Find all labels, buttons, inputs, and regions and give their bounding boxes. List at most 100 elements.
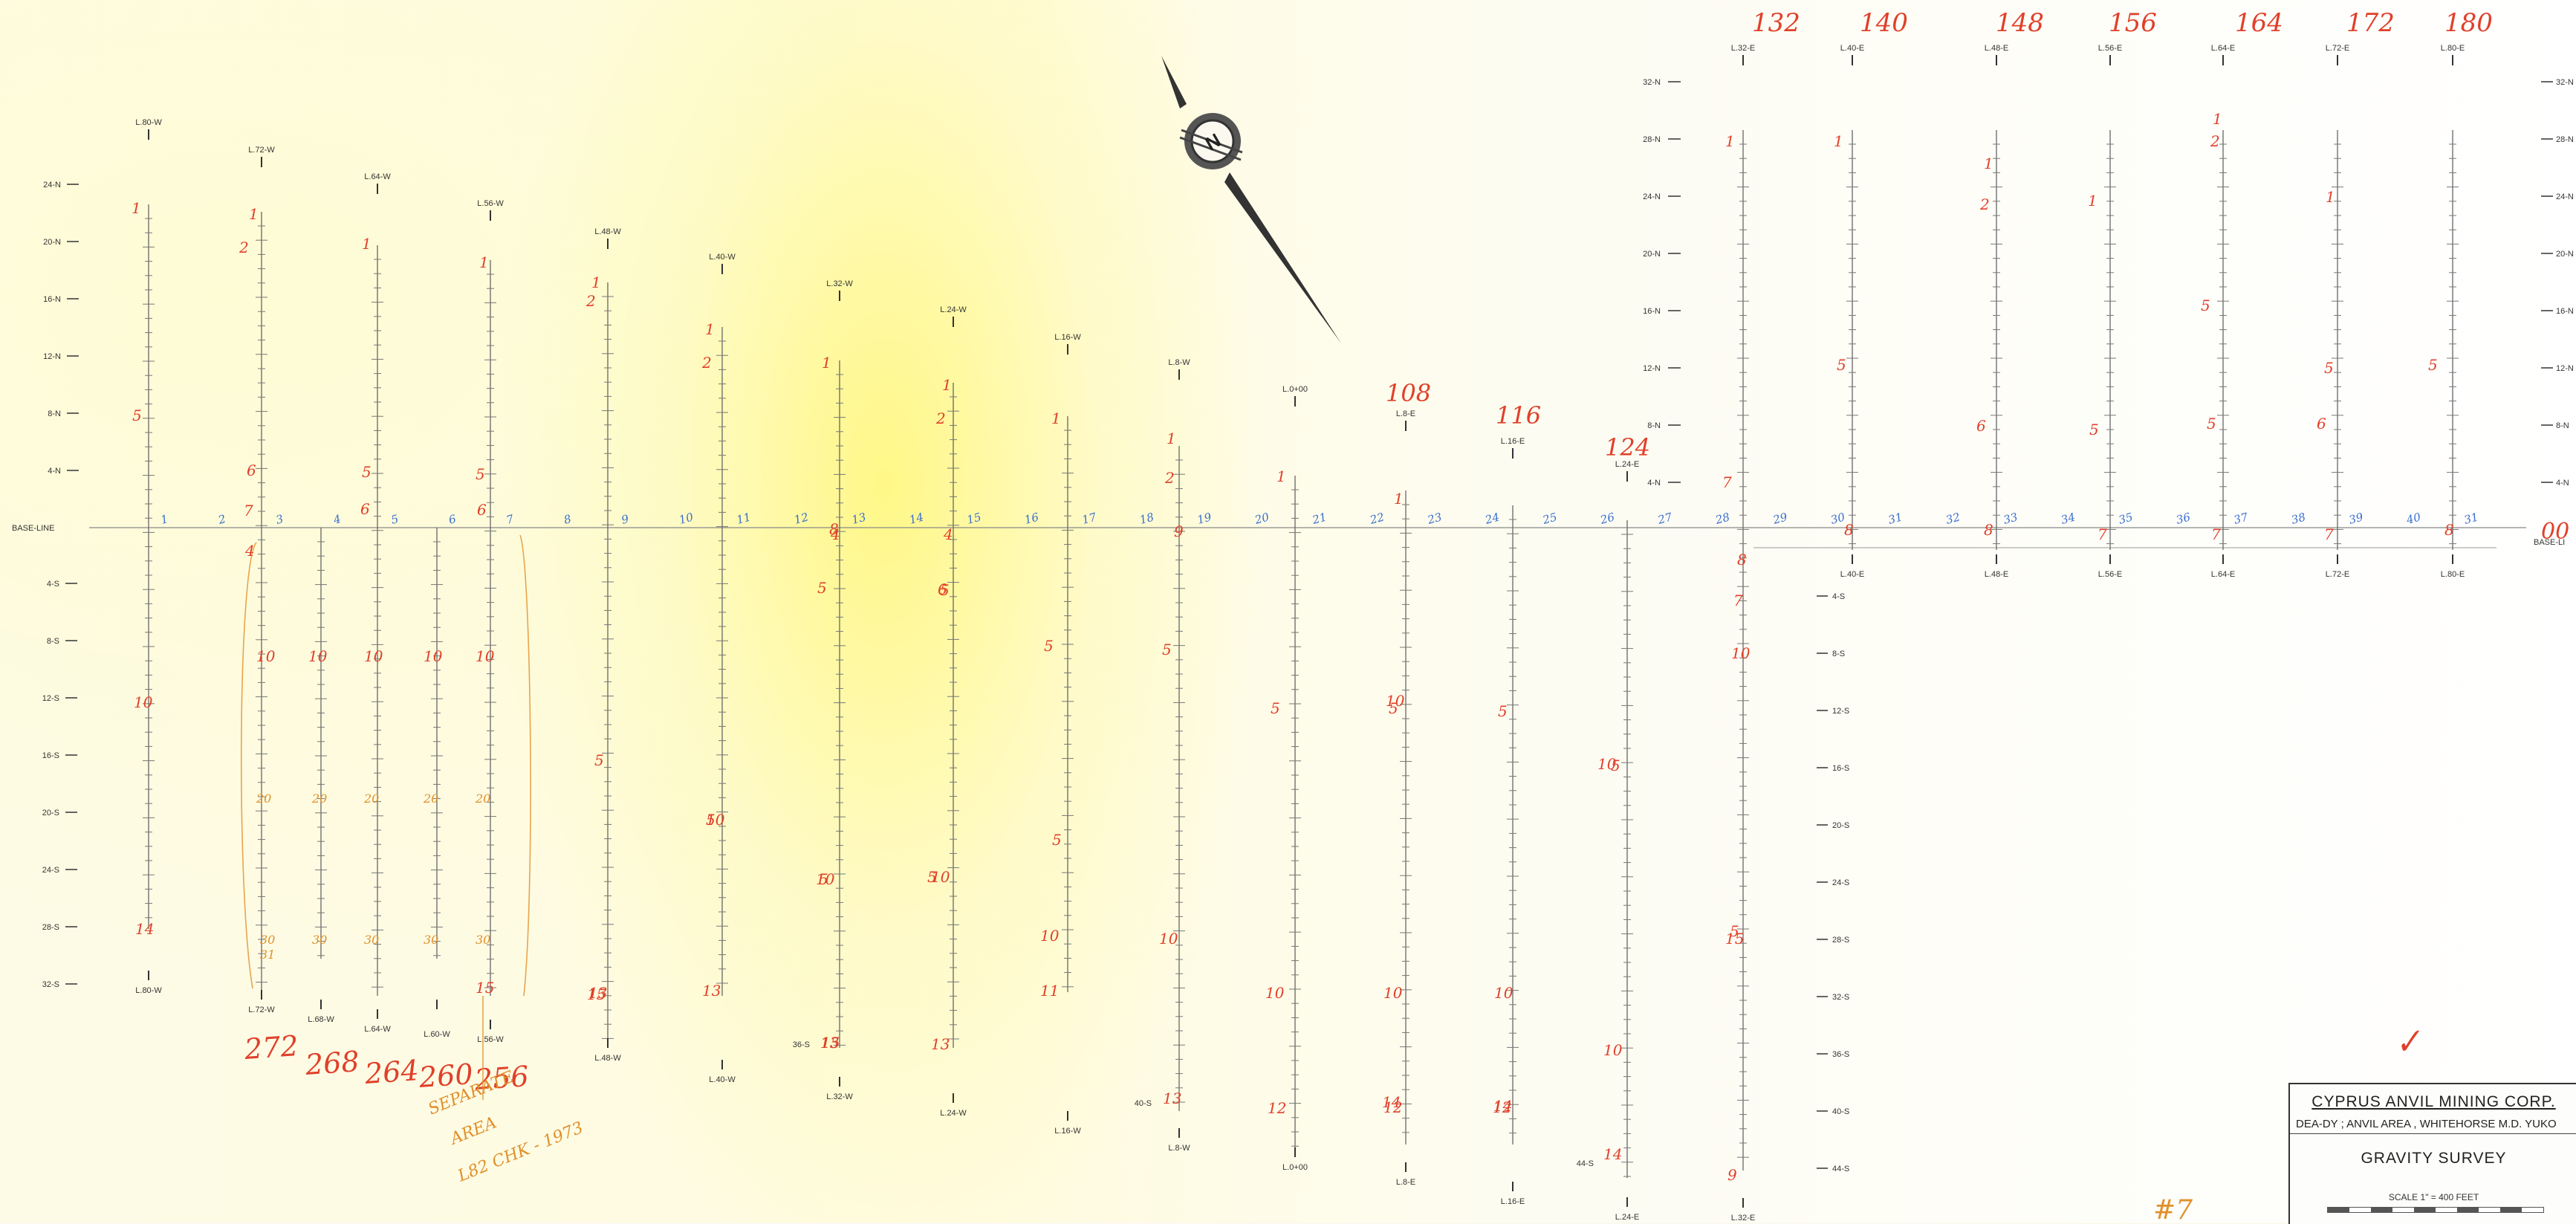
line-label-top: L.64-W — [364, 172, 391, 181]
station-reading: 5 — [1730, 922, 1739, 940]
station-reading: 10 — [476, 647, 495, 665]
station-reading: 20 — [363, 791, 379, 806]
station-reading: 13 — [1163, 1089, 1181, 1107]
east-south-label: 20-S — [1832, 821, 1849, 830]
line-label-bottom: L.80-W — [135, 986, 162, 995]
north-arrow: N — [1161, 56, 1341, 343]
compass-band — [1181, 129, 1243, 154]
right-north-label: 8-N — [2556, 421, 2569, 430]
north-station-label: 12-N — [43, 352, 61, 361]
station-reading: 10 — [816, 870, 835, 888]
baseline-station-reading: 5 — [389, 512, 400, 527]
baseline-station-reading: 31 — [1886, 511, 1904, 527]
baseline-station-reading: 6 — [447, 512, 458, 527]
handwritten-line-number: 116 — [1496, 401, 1541, 430]
line-label-top: L.72-E — [2326, 44, 2349, 53]
station-reading: 1 — [822, 354, 831, 372]
station-reading: 10 — [1603, 1041, 1623, 1059]
station-reading: 10 — [931, 868, 950, 886]
station-reading: 2 — [935, 409, 946, 427]
station-reading: 5 — [1271, 699, 1280, 717]
station-reading: 5 — [2324, 359, 2334, 377]
line-label-top: L.16-E — [1501, 437, 1525, 446]
station-reading: 30 — [312, 933, 327, 947]
east-north-label: 32-N — [1643, 78, 1661, 87]
baseline-station-reading: 11 — [735, 511, 752, 527]
line-label-top: L.48-E — [1985, 44, 2008, 53]
south-station-label: 24-S — [42, 866, 59, 875]
baseline-station-reading: 24 — [1483, 511, 1501, 528]
survey-title: GRAVITY SURVEY — [2361, 1150, 2507, 1167]
station-reading: 1 — [1394, 490, 1404, 508]
station-reading: 20 — [423, 791, 438, 806]
station-reading: 6 — [360, 500, 370, 518]
station-reading: 10 — [1040, 927, 1060, 945]
line-label-bottom: L.64-W — [364, 1025, 391, 1034]
east-south-label: 44-S — [1832, 1165, 1849, 1173]
station-label: 44-S — [1577, 1159, 1594, 1168]
line-label-bottom: L.24-W — [940, 1109, 967, 1118]
right-north-label: 32-N — [2556, 78, 2574, 87]
scale-bar — [2327, 1207, 2544, 1213]
baseline-station-reading: 16 — [1023, 510, 1041, 526]
handwritten-edge-number: 00 — [2541, 519, 2569, 545]
station-reading: 5 — [940, 581, 950, 599]
station-reading: 31 — [260, 948, 275, 962]
east-south-label: 4-S — [1832, 592, 1845, 601]
station-reading: 5 — [476, 465, 485, 483]
baseline-station-reading: 26 — [1598, 510, 1617, 527]
handwritten-line-number: 268 — [304, 1045, 360, 1081]
handwritten-line-number: 148 — [1996, 8, 2044, 38]
baseline-station-reading: 1 — [159, 512, 169, 527]
right-north-label: 16-N — [2556, 307, 2574, 316]
baseline-station-reading: 18 — [1138, 511, 1155, 527]
line-label-bottom: L.56-W — [477, 1035, 504, 1044]
station-reading: 7 — [1722, 473, 1732, 491]
east-south-label: 16-S — [1832, 764, 1849, 773]
baseline-station-reading: 2 — [216, 512, 227, 527]
baseline-station-reading: 14 — [908, 511, 925, 527]
baseline-station-reading: 40 — [2404, 510, 2423, 527]
line-label-bottom: L.40-W — [709, 1075, 736, 1084]
line-label-top: L.40-E — [1840, 44, 1864, 53]
station-reading: 7 — [2324, 525, 2334, 543]
baseline-station-reading: 23 — [1425, 511, 1443, 528]
station-reading: 13 — [931, 1035, 950, 1053]
line-label-bottom: L.16-W — [1054, 1127, 1081, 1136]
station-reading: 6 — [2317, 415, 2326, 433]
station-reading: 10 — [134, 693, 153, 711]
baseline-station-reading: 3 — [274, 512, 285, 527]
line-label-top: L.56-W — [477, 199, 504, 208]
station-reading: 30 — [260, 933, 275, 947]
east-south-label: 36-S — [1832, 1050, 1849, 1059]
baseline-station-reading: 9 — [620, 512, 630, 527]
station-reading: 1 — [2213, 110, 2222, 128]
station-reading: 7 — [2211, 525, 2221, 543]
station-reading: 5 — [2207, 415, 2216, 433]
station-reading: 6 — [247, 462, 256, 479]
station-labels: L.80-W L.80-W L.72-W L.72-W L.64-W L.64-W L.56… — [12, 44, 2574, 1223]
line-label-top: L.16-W — [1054, 333, 1081, 342]
station-reading: 10 — [1597, 755, 1617, 773]
station-label: 40-S — [1135, 1099, 1152, 1108]
station-reading: 10 — [1159, 930, 1178, 948]
station-reading: 13 — [702, 982, 721, 1000]
station-reading: 1 — [1984, 155, 1993, 172]
survey-grid — [89, 130, 2526, 1178]
station-reading: 20 — [311, 791, 327, 806]
south-station-label: 12-S — [42, 694, 59, 703]
sheet-number: #7 — [2153, 1195, 2193, 1223]
east-north-label: 28-N — [1643, 135, 1661, 144]
handwritten-line-number: 132 — [1752, 8, 1800, 38]
handwritten-line-number: 172 — [2346, 8, 2395, 38]
station-reading: 1 — [249, 205, 259, 223]
station-reading: 5 — [2201, 297, 2210, 314]
line-label-top: L.48-W — [594, 227, 621, 236]
station-reading: 5 — [1044, 637, 1054, 655]
line-label-bottom: L.32-W — [826, 1092, 853, 1101]
station-reading: 5 — [2089, 421, 2099, 438]
station-reading: 12 — [1493, 1098, 1511, 1116]
station-reading: 14 — [1603, 1145, 1622, 1163]
scale-label: SCALE 1" = 400 FEET — [2388, 1192, 2479, 1202]
station-reading: 15 — [476, 979, 494, 997]
